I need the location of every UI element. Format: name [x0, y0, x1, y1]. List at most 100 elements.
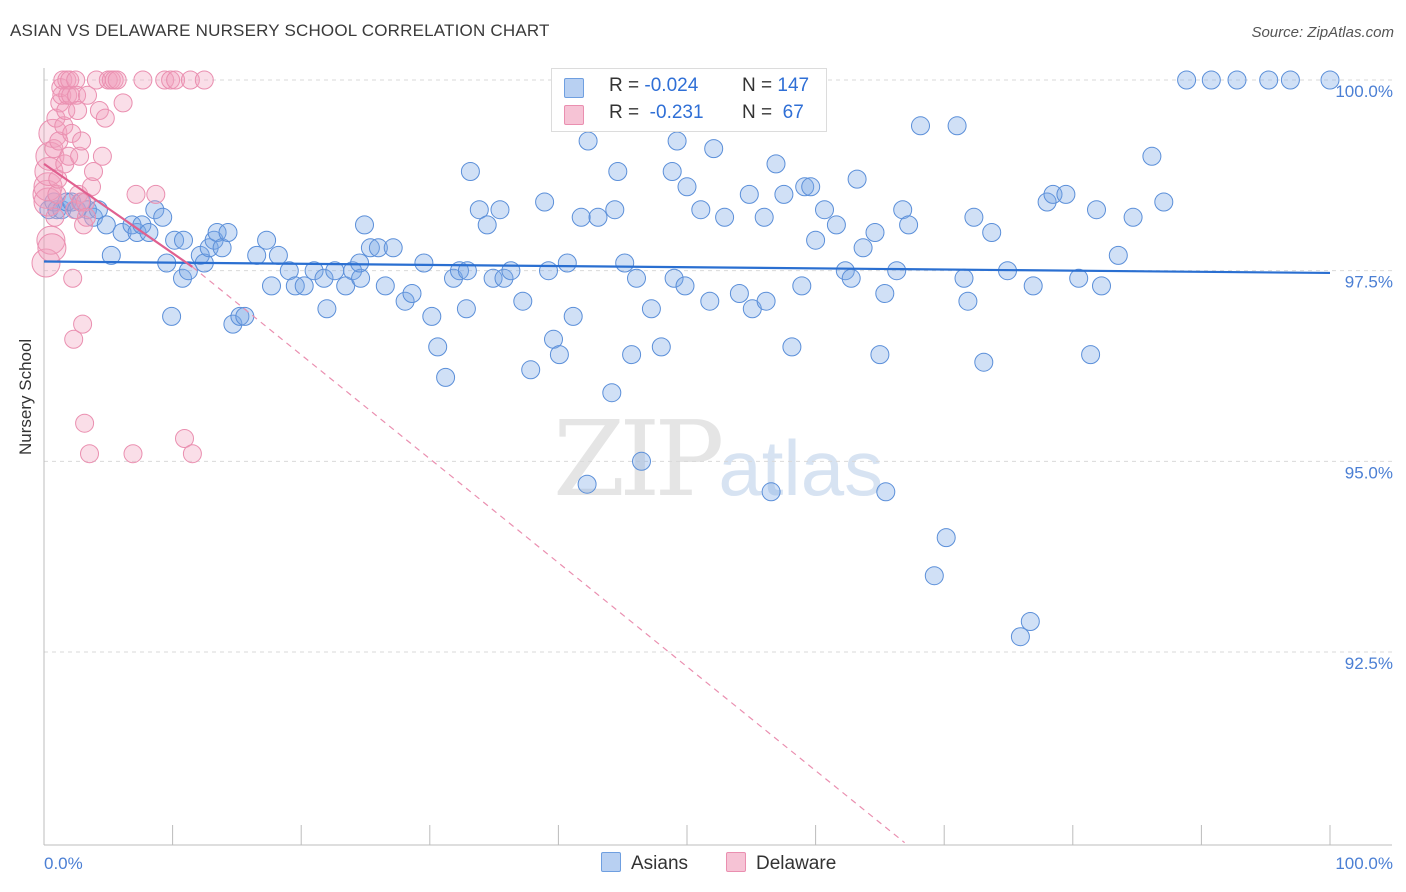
asians-point: [469, 200, 489, 220]
asians-point: [1092, 276, 1111, 296]
asians-point: [801, 177, 821, 197]
delaware-legend-swatch: [726, 852, 746, 872]
delaware-point: [95, 108, 115, 128]
asians-point: [375, 276, 395, 296]
asians-point: [414, 253, 434, 273]
y-tick-label: 95.0%: [1345, 463, 1393, 482]
asians-point: [835, 261, 855, 281]
delaware-n: N = 67: [742, 102, 804, 123]
delaware-point: [126, 184, 146, 204]
asians-point: [667, 131, 687, 151]
asians-point: [826, 215, 846, 235]
asians-point: [513, 291, 533, 311]
asians-point: [436, 367, 456, 387]
asians-point: [1056, 184, 1076, 204]
asians-point: [257, 230, 277, 250]
asians-point: [1280, 70, 1300, 90]
asians-point: [605, 200, 625, 220]
asians-point: [1320, 70, 1340, 90]
delaware-point: [180, 70, 200, 90]
asians-point: [1081, 345, 1101, 365]
asians-point: [622, 345, 642, 365]
axes: [43, 68, 1392, 846]
delaware-point: [107, 70, 127, 90]
delaware-point: [146, 184, 166, 204]
asians-point: [761, 482, 781, 502]
asians-point: [162, 306, 182, 326]
bottom-legend-delaware: Delaware: [726, 852, 836, 875]
asians-point: [1069, 268, 1089, 288]
delaware-point: [37, 233, 67, 263]
asians-point: [782, 337, 802, 357]
asians-point: [577, 474, 597, 494]
delaware-point: [92, 146, 112, 166]
asians-point: [494, 268, 514, 288]
delaware-point: [45, 207, 65, 227]
asians-point: [223, 314, 243, 334]
asians-point: [230, 306, 250, 326]
delaware-point: [54, 116, 74, 136]
asians-point: [792, 276, 812, 296]
delaware-point: [73, 314, 93, 334]
asians-point: [304, 261, 324, 281]
delaware-point: [70, 146, 90, 166]
delaware-point: [74, 215, 94, 235]
asians-point: [924, 566, 944, 586]
delaware-point: [72, 131, 92, 151]
asians-point: [841, 268, 861, 288]
asians-point: [1023, 276, 1043, 296]
chart-title: ASIAN VS DELAWARE NURSERY SCHOOL CORRELA…: [10, 21, 550, 40]
asians-point: [112, 223, 132, 242]
asians-legend-swatch: [601, 852, 621, 872]
delaware-point: [75, 413, 95, 433]
asians-n: N = 147: [742, 75, 810, 96]
delaware-point: [53, 70, 73, 90]
asians-point: [294, 276, 314, 296]
asians-point: [602, 383, 622, 403]
asians-point: [641, 299, 661, 319]
delaware-point: [194, 70, 214, 90]
asians-point: [704, 139, 724, 159]
asians-point: [549, 345, 569, 365]
source-label: Source: ZipAtlas.com: [1251, 24, 1394, 41]
asians-point: [627, 268, 646, 288]
asians-point: [608, 162, 628, 181]
delaware-point: [50, 93, 70, 113]
delaware-point: [36, 225, 66, 255]
asians-point: [571, 207, 591, 227]
delaware-point: [78, 85, 97, 105]
y-tick-label: 100.0%: [1335, 82, 1393, 101]
asians-point: [235, 306, 255, 326]
data-points: [31, 70, 1340, 647]
delaware-swatch: [564, 105, 584, 125]
asians-point: [974, 352, 994, 372]
asians-point: [521, 360, 541, 380]
asians-point: [368, 238, 388, 258]
asians-point: [936, 528, 956, 548]
asians-point: [1259, 70, 1279, 90]
delaware-point: [68, 101, 88, 120]
gridlines: [44, 79, 1392, 653]
asians-point: [395, 291, 415, 311]
asians-point: [1108, 245, 1128, 265]
delaware-point: [182, 444, 202, 464]
asians-point: [632, 451, 651, 471]
asians-point: [1154, 192, 1174, 212]
asians-point: [774, 184, 794, 204]
asians-point: [351, 268, 371, 288]
delaware-point: [46, 108, 66, 128]
asians-point: [964, 207, 984, 227]
asians-point: [675, 276, 695, 296]
delaware-point: [59, 146, 79, 166]
asians-point: [350, 253, 370, 273]
delaware-point: [77, 207, 96, 227]
delaware-point: [123, 444, 143, 464]
delaware-trend-line: [43, 162, 194, 268]
asians-point: [876, 482, 896, 502]
asians-point: [247, 245, 267, 265]
delaware-point: [66, 70, 86, 90]
asians-point: [766, 154, 786, 174]
delaware-trend-extension: [192, 266, 906, 844]
asians-point: [1177, 70, 1197, 90]
asians-point: [1043, 184, 1063, 204]
